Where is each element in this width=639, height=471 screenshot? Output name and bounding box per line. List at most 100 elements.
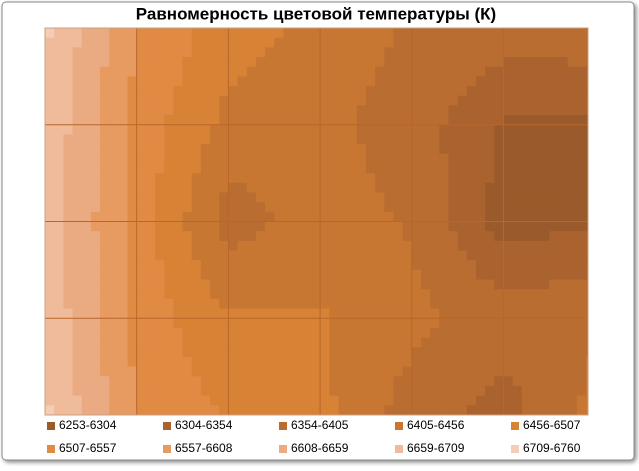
contour-cell	[191, 376, 202, 387]
legend-swatch	[47, 422, 55, 430]
contour-cell	[173, 231, 184, 242]
contour-cell	[420, 308, 431, 319]
contour-cell	[402, 231, 413, 242]
contour-cell	[521, 57, 532, 68]
contour-cell	[475, 279, 486, 290]
contour-cell	[109, 76, 119, 87]
contour-cell	[265, 124, 275, 136]
contour-cell	[393, 37, 404, 48]
contour-cell	[430, 289, 440, 300]
contour-cell	[164, 182, 174, 194]
contour-cell	[475, 376, 486, 387]
contour-cell	[365, 231, 376, 242]
contour-cell	[72, 260, 83, 271]
contour-cell	[475, 173, 486, 184]
contour-cell	[155, 269, 165, 281]
contour-cell	[145, 308, 156, 319]
contour-cell	[255, 173, 266, 184]
contour-cell	[567, 47, 578, 58]
contour-cell	[457, 240, 468, 252]
contour-cell	[586, 76, 588, 87]
contour-cell	[375, 134, 385, 145]
contour-cell	[540, 250, 550, 261]
contour-cell	[90, 327, 101, 339]
contour-cell	[283, 269, 294, 281]
contour-cell	[274, 47, 285, 58]
contour-cell	[200, 385, 211, 397]
contour-cell	[109, 395, 119, 406]
contour-cell	[457, 395, 468, 406]
contour-cell	[347, 395, 358, 406]
contour-cell	[145, 163, 156, 174]
contour-cell	[237, 221, 248, 232]
contour-cell	[567, 124, 578, 136]
contour-cell	[475, 163, 486, 174]
contour-cell	[72, 66, 83, 77]
contour-cell	[365, 57, 376, 68]
contour-cell	[576, 240, 587, 252]
contour-cell	[100, 211, 110, 223]
contour-cell	[200, 298, 211, 310]
contour-cell	[558, 115, 569, 126]
contour-cell	[320, 105, 330, 116]
contour-cell	[301, 269, 312, 281]
contour-cell	[90, 134, 101, 145]
contour-cell	[136, 86, 147, 97]
contour-cell	[63, 376, 74, 387]
contour-cell	[81, 153, 92, 165]
contour-cell	[255, 95, 266, 106]
contour-cell	[200, 163, 211, 174]
contour-cell	[338, 144, 349, 155]
contour-cell	[63, 28, 74, 39]
contour-cell	[63, 76, 74, 87]
contour-cell	[136, 173, 147, 184]
contour-cell	[411, 240, 422, 252]
contour-cell	[246, 221, 257, 232]
contour-cell	[375, 57, 385, 68]
contour-cell	[439, 115, 450, 126]
contour-cell	[531, 66, 541, 77]
contour-cell	[558, 395, 569, 406]
contour-cell	[274, 37, 285, 48]
contour-cell	[292, 318, 303, 329]
contour-cell	[356, 298, 367, 310]
contour-cell	[292, 57, 303, 68]
contour-cell	[375, 269, 385, 281]
contour-cell	[200, 308, 211, 319]
contour-cell	[347, 95, 358, 106]
contour-cell	[457, 144, 468, 155]
contour-cell	[567, 260, 578, 271]
contour-cell	[292, 405, 303, 415]
contour-cell	[136, 211, 147, 223]
contour-cell	[219, 192, 229, 203]
contour-cell	[393, 240, 404, 252]
contour-cell	[329, 231, 340, 242]
contour-cell	[549, 308, 560, 319]
contour-cell	[109, 211, 119, 223]
contour-cell	[310, 405, 321, 415]
contour-cell	[191, 163, 202, 174]
contour-cell	[549, 37, 560, 48]
contour-cell	[45, 250, 55, 261]
contour-cell	[100, 366, 110, 377]
contour-cell	[384, 376, 395, 387]
contour-cell	[45, 134, 55, 145]
contour-cell	[265, 202, 275, 213]
contour-cell	[420, 37, 431, 48]
contour-cell	[310, 279, 321, 290]
contour-cell	[430, 76, 440, 87]
contour-cell	[457, 86, 468, 97]
contour-cell	[329, 37, 340, 48]
contour-cell	[283, 95, 294, 106]
contour-cell	[430, 269, 440, 281]
contour-cell	[448, 318, 459, 329]
contour-cell	[283, 66, 294, 77]
contour-cell	[402, 57, 413, 68]
contour-cell	[485, 153, 495, 165]
contour-cell	[586, 37, 588, 48]
contour-cell	[237, 95, 248, 106]
contour-cell	[72, 356, 83, 368]
contour-cell	[191, 37, 202, 48]
legend-label: 6709-6760	[523, 441, 581, 455]
contour-cell	[283, 86, 294, 97]
